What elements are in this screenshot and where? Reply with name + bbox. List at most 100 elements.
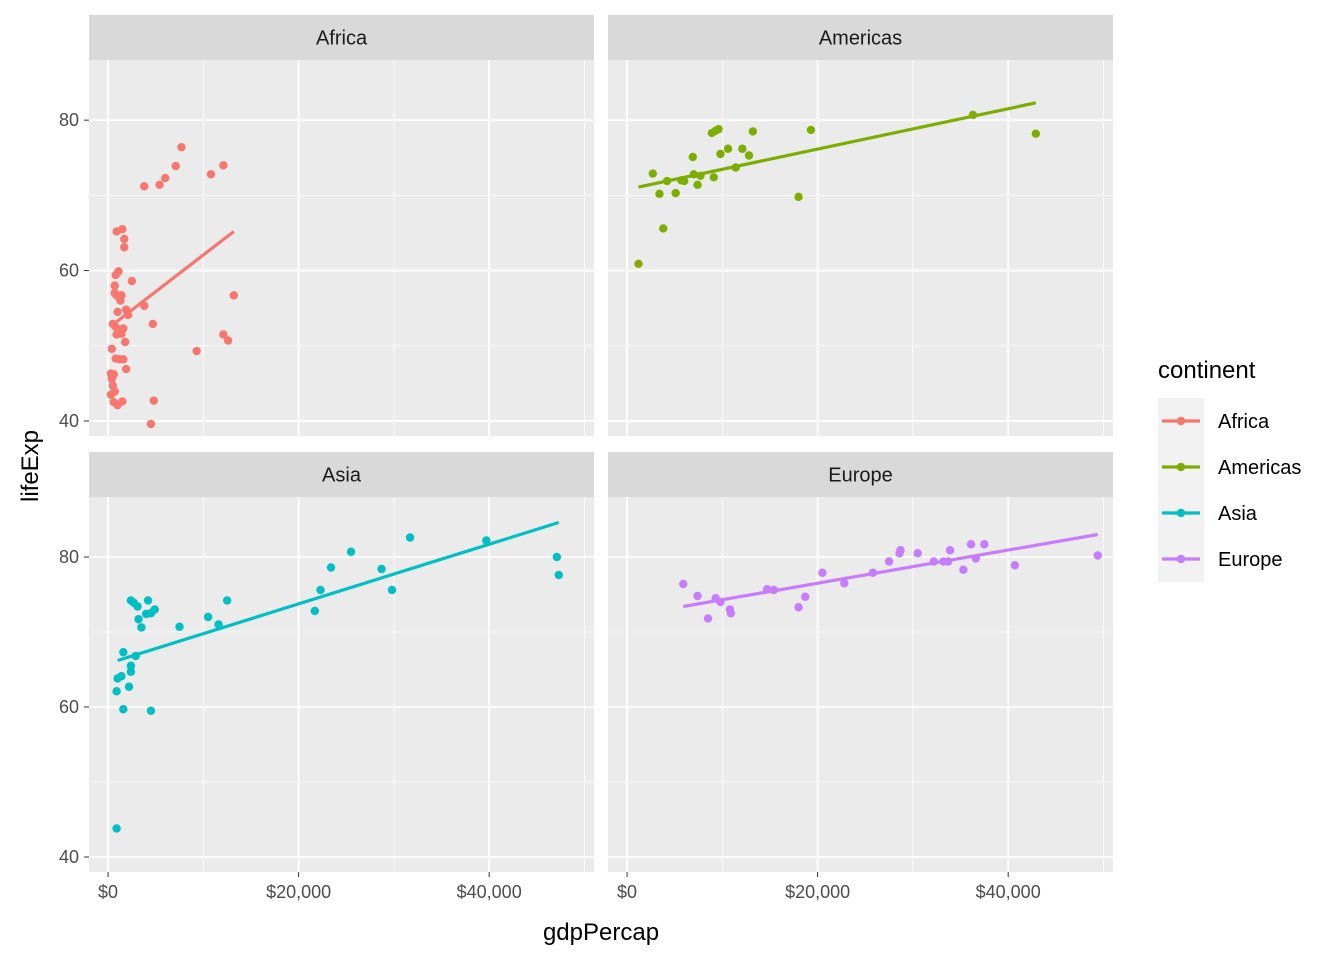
data-point [310,606,320,616]
facet-panel-africa: Africa 40 60 80 [59,15,594,436]
legend-point [1176,554,1186,564]
y-tick-label: 80 [59,547,79,567]
legend-point [1176,508,1186,518]
data-point [794,192,803,202]
data-point [554,570,563,580]
legend: continent Africa Americas Asia Europe [1158,357,1301,582]
legend-label: Americas [1218,457,1301,479]
data-point [110,281,119,290]
panel-background [608,60,1113,436]
facet-strip-label: Asia [322,465,362,487]
data-point [117,672,126,681]
data-point [126,667,136,676]
data-point [114,267,123,276]
data-point [806,125,816,135]
data-point [229,291,239,300]
data-point [107,344,117,353]
data-point [884,557,894,566]
data-point [703,614,713,623]
data-point [171,161,180,171]
data-point [119,648,128,657]
data-point [155,180,164,190]
data-point [134,615,143,624]
y-tick-label: 40 [59,847,79,867]
data-point [801,592,810,601]
data-point [112,824,121,833]
x-tick-label: $40,000 [976,882,1041,902]
data-point [120,234,129,244]
legend-item-europe: Europe [1158,536,1283,582]
data-point [688,152,698,162]
facet-strip-label: Africa [316,28,368,50]
data-point [726,609,736,618]
data-point [112,687,121,696]
legend-label: Europe [1218,549,1283,571]
y-tick-label: 80 [59,110,79,130]
data-point [1031,129,1041,138]
data-point [119,355,128,364]
trend-line [682,532,1099,609]
data-point [723,144,733,153]
data-point [146,419,156,429]
data-point [206,170,216,179]
x-tick-label: $20,000 [266,882,331,902]
legend-point [1176,416,1186,426]
data-point [126,661,136,670]
data-point [150,605,159,614]
data-point [109,370,118,379]
data-point [133,602,142,611]
facet-strip [89,452,594,497]
data-point [896,546,905,555]
data-point [223,336,233,345]
data-point [175,622,184,631]
legend-item-africa: Africa [1158,398,1270,444]
data-point [913,549,922,558]
x-tick-label: $0 [98,882,118,902]
trend-line [113,230,235,325]
panel-background [89,60,594,436]
data-point [121,364,131,374]
legend-label: Africa [1218,411,1270,433]
x-axis-title: gdpPercap [543,919,659,946]
y-tick-label: 60 [59,261,79,281]
x-tick-label: $40,000 [457,882,522,902]
data-point [659,224,668,233]
data-point [966,540,976,549]
y-tick-label: 40 [59,411,79,431]
trend-line [638,101,1037,189]
facet-strip-label: Americas [819,28,902,50]
data-point [146,706,156,715]
y-axis-title: lifeExp [17,430,44,502]
data-point [655,189,664,199]
data-point [117,291,126,300]
data-point [959,565,968,574]
data-point [1093,551,1102,560]
data-point [177,143,186,152]
data-point [119,705,128,714]
data-point [113,307,122,317]
data-point [693,591,702,601]
trend-line [117,520,560,663]
data-point [714,124,723,134]
data-point [127,276,137,286]
data-point [219,161,228,170]
data-point [377,564,386,574]
data-point [552,552,562,562]
data-point [744,151,754,160]
data-point [143,596,153,605]
facet-strip [89,15,594,60]
data-point [346,547,356,556]
data-point [120,243,129,252]
legend-item-asia: Asia [1158,490,1258,536]
data-point [387,585,397,595]
facet-strip-label: Europe [828,465,893,487]
data-point [219,330,228,339]
panel-background [608,497,1113,872]
data-point [192,346,201,356]
y-tick-label: 60 [59,697,79,717]
data-point [482,536,491,545]
data-point [326,563,336,572]
data-point [149,396,158,405]
data-point [137,623,146,632]
facet-panel-asia: Asia 40 60 80 $0 $20,000 $40,000 [59,452,594,902]
